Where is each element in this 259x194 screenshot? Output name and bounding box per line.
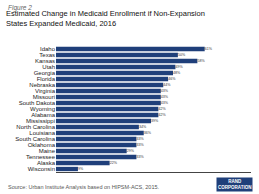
svg-text:Wisconsin: Wisconsin bbox=[28, 166, 55, 172]
svg-text:North Carolina: North Carolina bbox=[16, 124, 55, 130]
svg-text:Alabama: Alabama bbox=[31, 112, 55, 118]
svg-text:Idaho: Idaho bbox=[40, 46, 56, 52]
svg-text:South Carolina: South Carolina bbox=[15, 136, 55, 142]
svg-text:49%: 49% bbox=[175, 65, 183, 69]
svg-text:Georgia: Georgia bbox=[34, 70, 56, 76]
svg-text:Wyoming: Wyoming bbox=[30, 106, 55, 112]
svg-text:48%: 48% bbox=[173, 71, 181, 75]
svg-text:Alaska: Alaska bbox=[37, 160, 56, 166]
svg-text:Missouri: Missouri bbox=[33, 94, 55, 100]
svg-text:33%: 33% bbox=[136, 155, 144, 159]
svg-text:43%: 43% bbox=[161, 95, 169, 99]
svg-text:42%: 42% bbox=[158, 113, 166, 117]
svg-text:42%: 42% bbox=[158, 107, 166, 111]
svg-text:43%: 43% bbox=[161, 89, 169, 93]
svg-text:Nebraska: Nebraska bbox=[29, 82, 55, 88]
svg-text:9%: 9% bbox=[78, 167, 84, 171]
svg-text:Louisiana: Louisiana bbox=[29, 130, 55, 136]
svg-text:43%: 43% bbox=[161, 101, 169, 105]
svg-text:Tennessee: Tennessee bbox=[26, 154, 56, 160]
svg-text:Virginia: Virginia bbox=[35, 88, 56, 94]
svg-text:61%: 61% bbox=[205, 47, 213, 51]
svg-text:Source: Urban Institute Analys: Source: Urban Institute Analysis based o… bbox=[8, 184, 159, 190]
svg-text:36%: 36% bbox=[144, 131, 152, 135]
svg-text:RANDCORPORATION: RANDCORPORATION bbox=[218, 179, 251, 190]
svg-text:Estimated Change in Medicaid E: Estimated Change in Medicaid Enrollment … bbox=[6, 9, 205, 28]
svg-text:Oklahoma: Oklahoma bbox=[28, 142, 56, 148]
svg-text:Figure 2: Figure 2 bbox=[8, 4, 32, 12]
svg-text:29%: 29% bbox=[127, 149, 135, 153]
svg-text:Kansas: Kansas bbox=[35, 58, 55, 64]
svg-text:46%: 46% bbox=[168, 77, 176, 81]
svg-text:Texas: Texas bbox=[39, 52, 55, 58]
svg-text:33%: 33% bbox=[136, 143, 144, 147]
svg-text:22%: 22% bbox=[110, 161, 118, 165]
svg-text:Florida: Florida bbox=[37, 76, 56, 82]
svg-text:39%: 39% bbox=[151, 119, 159, 123]
svg-text:33%: 33% bbox=[136, 137, 144, 141]
svg-text:58%: 58% bbox=[197, 59, 205, 63]
svg-text:34%: 34% bbox=[139, 125, 147, 129]
svg-text:50%: 50% bbox=[178, 53, 186, 57]
svg-text:Maine: Maine bbox=[39, 148, 56, 154]
svg-text:Mississippi: Mississippi bbox=[26, 118, 55, 124]
svg-text:South Dakota: South Dakota bbox=[19, 100, 56, 106]
svg-text:Utah: Utah bbox=[42, 64, 55, 70]
svg-text:44%: 44% bbox=[163, 83, 171, 87]
